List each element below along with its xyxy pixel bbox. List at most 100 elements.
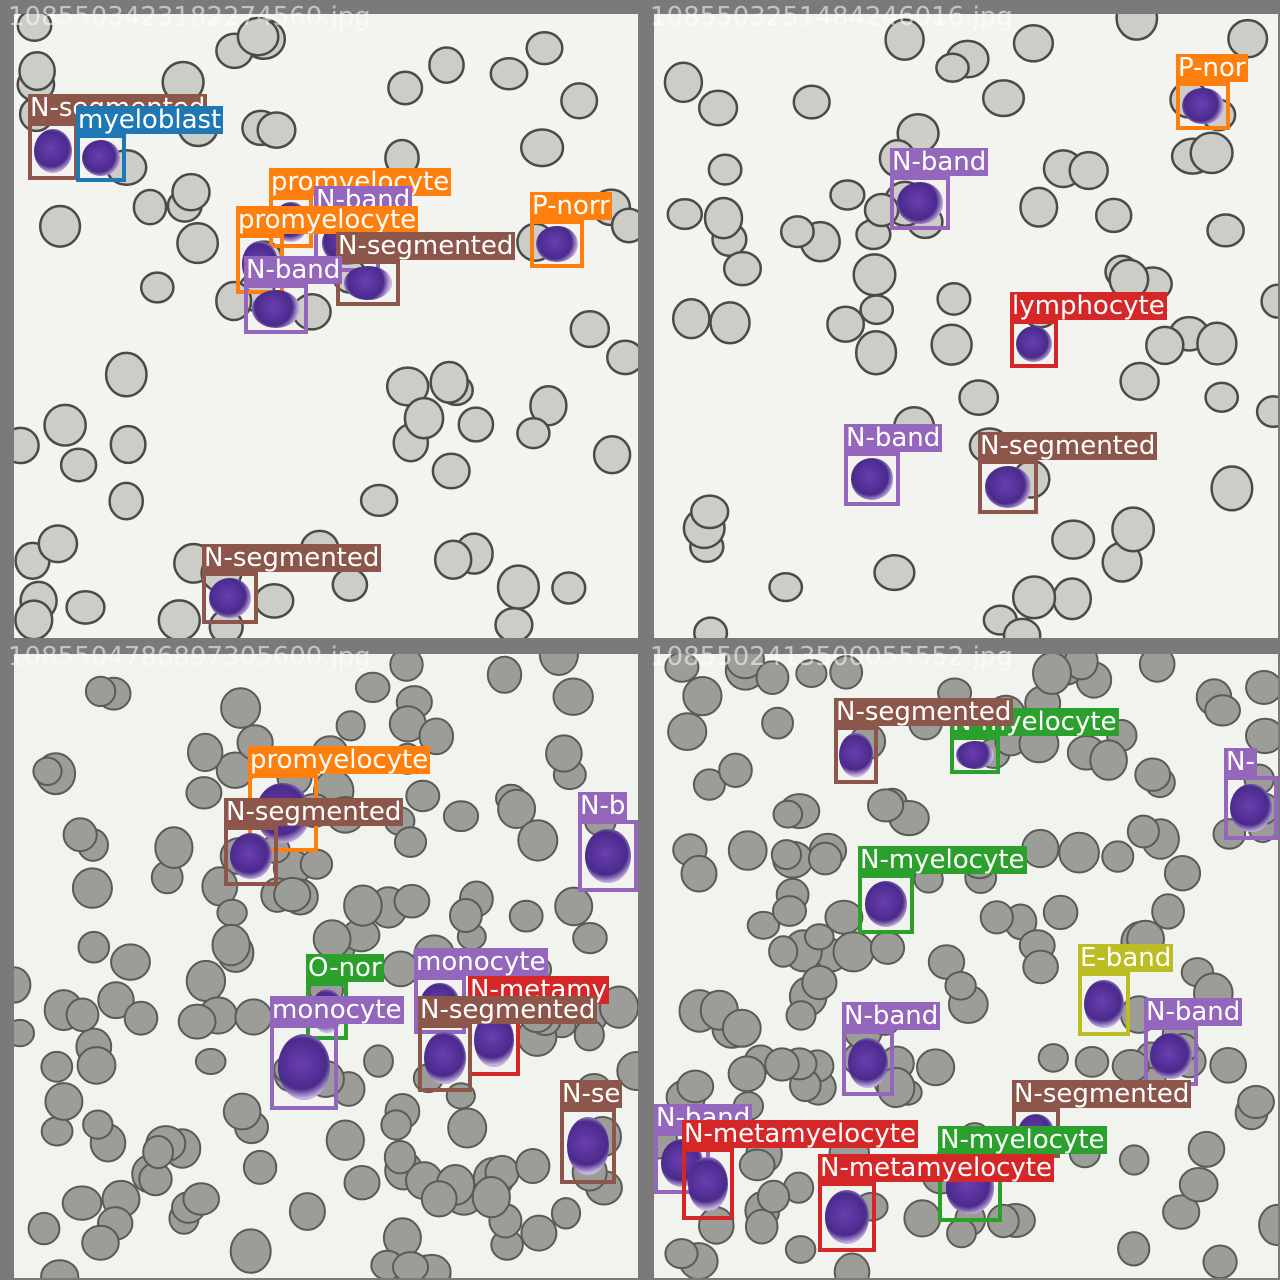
detection-box[interactable] (1176, 82, 1230, 130)
red-blood-cell (671, 298, 711, 340)
red-blood-cell (738, 1148, 776, 1182)
detection-box[interactable] (244, 284, 308, 334)
red-blood-cell (515, 1148, 551, 1184)
red-blood-cell (1245, 717, 1278, 755)
red-blood-cell (572, 922, 608, 955)
red-blood-cell (32, 756, 63, 787)
red-blood-cell (1187, 1130, 1226, 1168)
red-blood-cell (680, 854, 718, 893)
detection-box[interactable] (578, 820, 638, 892)
red-blood-cell (71, 867, 113, 909)
detection-label: promyelocyte (248, 745, 431, 775)
red-blood-cell (552, 677, 594, 716)
detection-box[interactable] (28, 122, 78, 180)
red-blood-cell (177, 1003, 217, 1040)
detection-box[interactable] (858, 874, 914, 934)
red-blood-cell (946, 1218, 977, 1249)
white-blood-cell (1150, 1033, 1192, 1079)
red-blood-cell (1209, 1047, 1248, 1084)
detection-box[interactable] (418, 1024, 472, 1092)
detection-box[interactable] (530, 220, 584, 268)
detection-box[interactable] (76, 134, 126, 182)
red-blood-cell (764, 1047, 800, 1082)
detection-box[interactable] (1144, 1026, 1198, 1086)
red-blood-cell (1245, 670, 1278, 705)
detection-box[interactable] (950, 736, 1000, 774)
red-blood-cell (123, 1000, 159, 1036)
detection-box[interactable] (336, 260, 400, 306)
red-blood-cell (157, 599, 202, 638)
red-blood-cell (363, 1044, 394, 1078)
detection-box[interactable] (202, 572, 258, 624)
detection-box[interactable] (560, 1108, 616, 1184)
red-blood-cell (256, 111, 297, 149)
detection-box[interactable] (844, 452, 900, 506)
detection-label: N-segmented (202, 543, 382, 573)
red-blood-cell (873, 554, 916, 592)
red-blood-cell (616, 1051, 638, 1091)
red-blood-cell (682, 675, 723, 717)
detection-box[interactable] (224, 826, 278, 886)
red-blood-cell (697, 89, 739, 127)
white-blood-cell (208, 578, 252, 618)
white-blood-cell (585, 828, 631, 884)
red-blood-cell (772, 799, 804, 829)
red-blood-cell (236, 16, 280, 57)
red-blood-cell (1138, 654, 1176, 683)
white-blood-cell (688, 1156, 728, 1212)
white-blood-cell (956, 740, 994, 770)
detection-box[interactable] (978, 460, 1038, 514)
white-blood-cell (850, 458, 894, 500)
red-blood-cell (1204, 381, 1240, 413)
red-blood-cell (1074, 1046, 1110, 1078)
red-blood-cell (65, 997, 100, 1033)
white-blood-cell (424, 1032, 466, 1084)
detection-box[interactable] (1078, 972, 1130, 1036)
red-blood-cell (486, 655, 523, 694)
red-blood-cell (299, 848, 334, 880)
red-blood-cell (14, 966, 32, 1004)
red-blood-cell (772, 895, 807, 927)
red-blood-cell (428, 46, 465, 84)
red-blood-cell (1117, 1231, 1151, 1267)
red-blood-cell (756, 1179, 791, 1214)
red-blood-cell (185, 776, 223, 810)
detection-box[interactable] (1010, 320, 1058, 368)
red-blood-cell (1202, 1244, 1238, 1278)
red-blood-cell (383, 1140, 417, 1175)
red-blood-cell (40, 1259, 80, 1278)
detection-box[interactable] (842, 1030, 894, 1096)
red-blood-cell (229, 1228, 272, 1274)
detection-box[interactable] (1224, 776, 1278, 840)
red-blood-cell (1255, 395, 1278, 429)
red-blood-cell (538, 654, 579, 676)
image-panel-bottom-left: promyelocyte N-segmented N-b O-nor monocyte N… (14, 654, 638, 1278)
red-blood-cell (829, 179, 866, 211)
detection-label: N-segmented (418, 995, 598, 1025)
red-blood-cell (1115, 14, 1159, 41)
red-blood-cell (82, 1109, 114, 1140)
red-blood-cell (387, 70, 424, 106)
red-blood-cell (1032, 654, 1072, 695)
detection-label: N-segmented (224, 797, 404, 827)
detection-box[interactable] (682, 1148, 734, 1220)
red-blood-cell (187, 732, 224, 773)
image-panel-top-right: P-nor N-band lymphocyte N-band N-segmented (654, 14, 1278, 638)
red-blood-cell (40, 1050, 74, 1083)
detection-label: O-nor (306, 953, 384, 983)
red-blood-cell (667, 712, 708, 751)
red-blood-cell (727, 830, 768, 871)
red-blood-cell (792, 84, 831, 120)
white-blood-cell (536, 225, 578, 263)
red-blood-cell (194, 1047, 227, 1076)
red-blood-cell (770, 839, 802, 871)
red-blood-cell (727, 1055, 767, 1093)
detection-box[interactable] (834, 726, 878, 784)
red-blood-cell (449, 898, 483, 933)
detection-box[interactable] (270, 1024, 338, 1110)
detection-box[interactable] (890, 176, 950, 230)
red-blood-cell (497, 788, 537, 829)
red-blood-cell (722, 250, 763, 287)
white-blood-cell (566, 1117, 610, 1175)
detection-box[interactable] (818, 1182, 876, 1252)
